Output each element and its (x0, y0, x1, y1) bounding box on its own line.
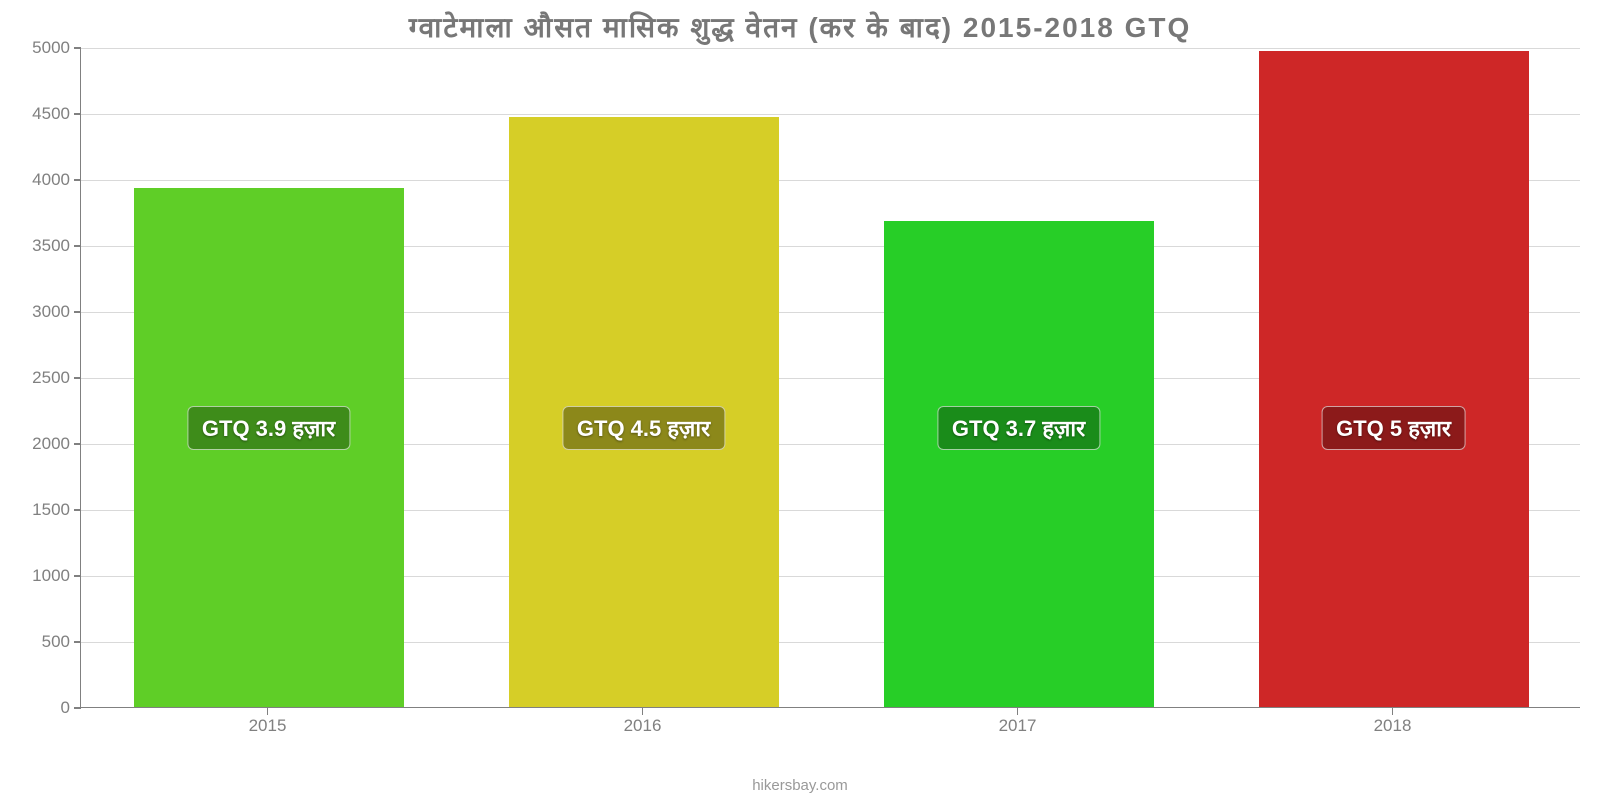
xtick-label: 2017 (999, 716, 1037, 736)
credit-text: hikersbay.com (752, 777, 848, 794)
ytick-mark (74, 707, 81, 709)
ytick-label: 3500 (10, 236, 70, 256)
ytick-label: 4500 (10, 104, 70, 124)
ytick-label: 1500 (10, 500, 70, 520)
xtick-mark (267, 708, 269, 715)
ytick-label: 2500 (10, 368, 70, 388)
ytick-mark (74, 113, 81, 115)
bar-value-label: GTQ 3.9 हज़ार (187, 406, 350, 450)
xtick-mark (1392, 708, 1394, 715)
bar (884, 221, 1154, 707)
ytick-mark (74, 311, 81, 313)
ytick-label: 500 (10, 632, 70, 652)
bar-value-label: GTQ 3.7 हज़ार (937, 406, 1100, 450)
plot-region: GTQ 3.9 हज़ार GTQ 4.5 हज़ार GTQ 3.7 हज़ार G… (80, 48, 1580, 708)
ytick-label: 1000 (10, 566, 70, 586)
ytick-label: 0 (10, 698, 70, 718)
xtick-label: 2015 (249, 716, 287, 736)
ytick-label: 2000 (10, 434, 70, 454)
xtick-mark (642, 708, 644, 715)
ytick-label: 3000 (10, 302, 70, 322)
ytick-mark (74, 575, 81, 577)
bar-value-label: GTQ 5 हज़ार (1321, 406, 1466, 450)
ytick-mark (74, 443, 81, 445)
ytick-label: 4000 (10, 170, 70, 190)
bar-value-label: GTQ 4.5 हज़ार (562, 406, 725, 450)
gridline (81, 48, 1580, 49)
chart-title: ग्वाटेमाला औसत मासिक शुद्ध वेतन (कर के ब… (0, 0, 1600, 46)
xtick-label: 2018 (1374, 716, 1412, 736)
ytick-mark (74, 377, 81, 379)
ytick-mark (74, 509, 81, 511)
chart-area: GTQ 3.9 हज़ार GTQ 4.5 हज़ार GTQ 3.7 हज़ार G… (80, 48, 1580, 738)
xtick-label: 2016 (624, 716, 662, 736)
ytick-label: 5000 (10, 38, 70, 58)
bar (1259, 51, 1529, 707)
ytick-mark (74, 47, 81, 49)
ytick-mark (74, 641, 81, 643)
ytick-mark (74, 245, 81, 247)
ytick-mark (74, 179, 81, 181)
xtick-mark (1017, 708, 1019, 715)
